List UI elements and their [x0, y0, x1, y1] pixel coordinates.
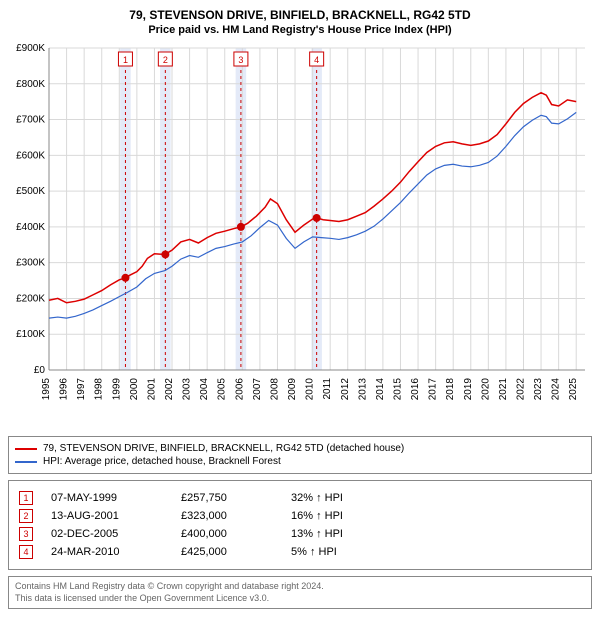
sales-table: 1 07-MAY-1999£257,75032% ↑ HPI 2 13-AUG-200… — [8, 480, 592, 570]
page-title: 79, STEVENSON DRIVE, BINFIELD, BRACKNELL… — [8, 8, 592, 22]
svg-text:1: 1 — [123, 55, 128, 65]
svg-text:£400K: £400K — [16, 222, 45, 233]
svg-text:2018: 2018 — [445, 378, 456, 401]
svg-text:2020: 2020 — [480, 378, 491, 401]
legend-label: 79, STEVENSON DRIVE, BINFIELD, BRACKNELL… — [43, 443, 404, 454]
sale-number-box: 1 — [19, 491, 33, 505]
legend-swatch — [15, 461, 37, 463]
svg-text:2016: 2016 — [410, 378, 421, 401]
sale-row: 4 24-MAR-2010£425,0005% ↑ HPI — [13, 545, 587, 559]
sale-pct: 16% ↑ HPI — [291, 510, 401, 522]
sale-price: £323,000 — [181, 510, 291, 522]
svg-text:2002: 2002 — [164, 378, 175, 401]
svg-text:£300K: £300K — [16, 258, 45, 269]
svg-text:2017: 2017 — [428, 378, 439, 401]
svg-text:£800K: £800K — [16, 79, 45, 90]
svg-text:2005: 2005 — [217, 378, 228, 401]
svg-text:2006: 2006 — [234, 378, 245, 401]
svg-text:2011: 2011 — [322, 378, 333, 400]
legend: 79, STEVENSON DRIVE, BINFIELD, BRACKNELL… — [8, 436, 592, 474]
sale-number-box: 2 — [19, 509, 33, 523]
page-subtitle: Price paid vs. HM Land Registry's House … — [8, 24, 592, 36]
svg-text:£900K: £900K — [16, 43, 45, 54]
sale-number-box: 3 — [19, 527, 33, 541]
legend-item: HPI: Average price, detached house, Brac… — [15, 456, 585, 467]
svg-text:£600K: £600K — [16, 150, 45, 161]
svg-text:2009: 2009 — [287, 378, 298, 401]
svg-text:2008: 2008 — [269, 378, 280, 401]
svg-text:2021: 2021 — [498, 378, 509, 401]
svg-text:2007: 2007 — [252, 378, 263, 401]
sale-row: 2 13-AUG-2001£323,00016% ↑ HPI — [13, 509, 587, 523]
sale-price: £257,750 — [181, 492, 291, 504]
svg-text:£500K: £500K — [16, 186, 45, 197]
svg-text:1996: 1996 — [59, 378, 70, 401]
sale-price: £400,000 — [181, 528, 291, 540]
sale-pct: 13% ↑ HPI — [291, 528, 401, 540]
svg-text:1998: 1998 — [94, 378, 105, 401]
svg-text:2000: 2000 — [129, 378, 140, 401]
svg-text:2013: 2013 — [357, 378, 368, 401]
svg-text:2023: 2023 — [533, 378, 544, 401]
svg-text:2004: 2004 — [199, 378, 210, 401]
legend-swatch — [15, 448, 37, 450]
legend-item: 79, STEVENSON DRIVE, BINFIELD, BRACKNELL… — [15, 443, 585, 454]
svg-text:2003: 2003 — [182, 378, 193, 401]
sale-number-box: 4 — [19, 545, 33, 559]
svg-text:2001: 2001 — [146, 378, 157, 401]
svg-text:2012: 2012 — [340, 378, 351, 401]
svg-text:2015: 2015 — [392, 378, 403, 401]
svg-text:£0: £0 — [34, 365, 46, 376]
disclaimer-line: This data is licensed under the Open Gov… — [15, 593, 585, 605]
svg-text:£100K: £100K — [16, 329, 45, 340]
sale-date: 07-MAY-1999 — [51, 492, 181, 504]
disclaimer: Contains HM Land Registry data © Crown c… — [8, 576, 592, 609]
svg-text:2024: 2024 — [551, 378, 562, 401]
svg-text:2025: 2025 — [568, 378, 579, 401]
sale-pct: 5% ↑ HPI — [291, 546, 401, 558]
svg-text:2: 2 — [163, 55, 168, 65]
svg-text:2010: 2010 — [305, 378, 316, 401]
svg-text:1997: 1997 — [76, 378, 87, 401]
sale-pct: 32% ↑ HPI — [291, 492, 401, 504]
svg-text:1999: 1999 — [111, 378, 122, 401]
svg-text:£200K: £200K — [16, 293, 45, 304]
legend-label: HPI: Average price, detached house, Brac… — [43, 456, 281, 467]
sale-date: 13-AUG-2001 — [51, 510, 181, 522]
svg-text:3: 3 — [238, 55, 243, 65]
svg-text:£700K: £700K — [16, 115, 45, 126]
sale-date: 02-DEC-2005 — [51, 528, 181, 540]
svg-text:2022: 2022 — [515, 378, 526, 401]
sale-date: 24-MAR-2010 — [51, 546, 181, 558]
sale-row: 1 07-MAY-1999£257,75032% ↑ HPI — [13, 491, 587, 505]
price-chart: £0 £100K £200K £300K £400K £500K £600K £700K £80… — [9, 40, 591, 430]
svg-text:4: 4 — [314, 55, 319, 65]
svg-text:2014: 2014 — [375, 378, 386, 401]
disclaimer-line: Contains HM Land Registry data © Crown c… — [15, 581, 585, 593]
svg-text:1995: 1995 — [41, 378, 52, 401]
sale-price: £425,000 — [181, 546, 291, 558]
svg-text:2019: 2019 — [463, 378, 474, 401]
sale-row: 3 02-DEC-2005£400,00013% ↑ HPI — [13, 527, 587, 541]
